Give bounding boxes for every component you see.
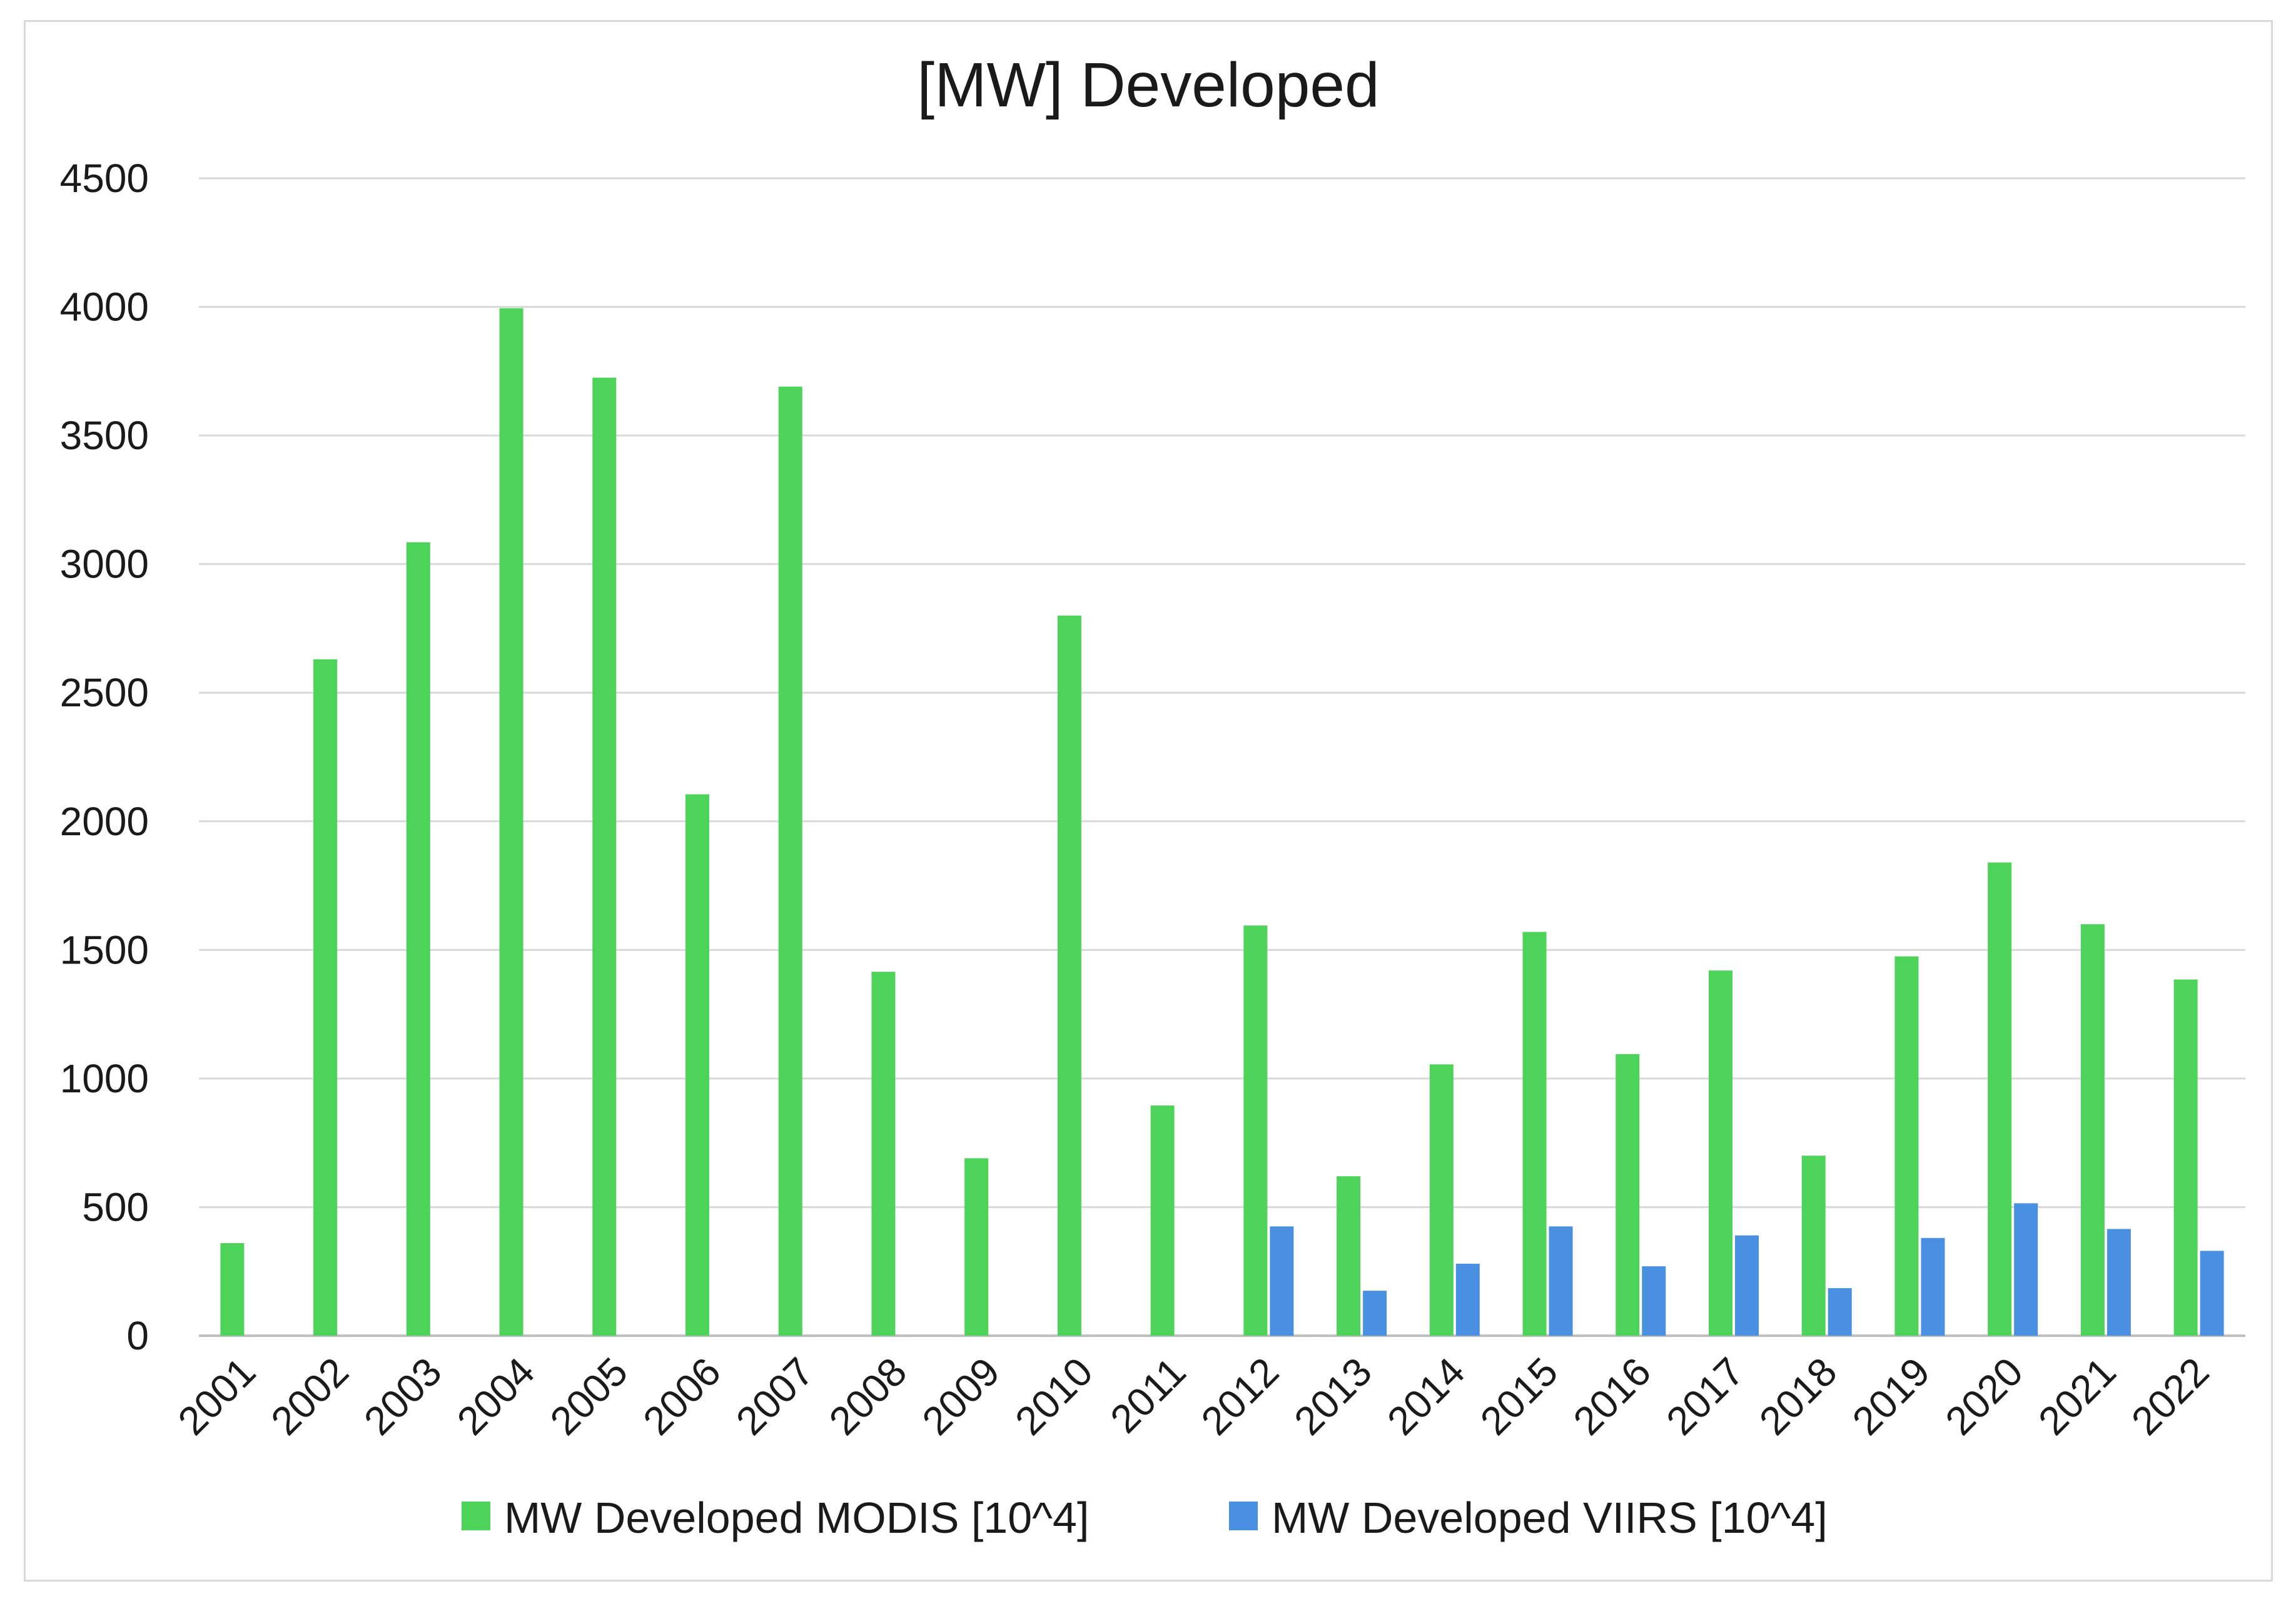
bars xyxy=(220,308,2224,1336)
y-tick-label: 1500 xyxy=(60,927,149,972)
x-tick-label: 2021 xyxy=(2030,1349,2125,1444)
chart-title: [MW] Developed xyxy=(917,50,1379,120)
bar-viirs-2022 xyxy=(2200,1251,2224,1336)
bar-viirs-2013 xyxy=(1363,1291,1387,1336)
bar-modis-2001 xyxy=(220,1243,245,1336)
bar-modis-2022 xyxy=(2173,979,2198,1336)
bar-modis-2015 xyxy=(1522,932,1547,1336)
x-tick-label: 2003 xyxy=(355,1349,450,1444)
x-tick-label: 2019 xyxy=(1844,1349,1939,1444)
x-tick-label: 2011 xyxy=(1101,1349,1194,1441)
x-tick-label: 2007 xyxy=(727,1349,822,1444)
y-tick-label: 2000 xyxy=(60,799,149,844)
bar-viirs-2017 xyxy=(1735,1235,1759,1336)
bar-modis-2003 xyxy=(406,542,430,1336)
bar-modis-2014 xyxy=(1429,1064,1454,1336)
bar-modis-2020 xyxy=(1988,862,2012,1336)
y-tick-label: 0 xyxy=(126,1313,149,1358)
bar-modis-2007 xyxy=(778,387,802,1336)
bar-modis-2004 xyxy=(499,308,523,1336)
bar-viirs-2019 xyxy=(1921,1238,1945,1336)
x-tick-label: 2005 xyxy=(542,1349,637,1444)
x-tick-label: 2018 xyxy=(1751,1349,1846,1444)
y-tick-label: 3000 xyxy=(60,542,149,587)
bar-modis-2019 xyxy=(1894,956,1919,1336)
bar-viirs-2021 xyxy=(2106,1229,2131,1336)
y-tick-label: 4500 xyxy=(60,156,149,201)
bar-modis-2005 xyxy=(592,377,617,1336)
x-tick-label: 2006 xyxy=(634,1349,729,1444)
bar-modis-2016 xyxy=(1616,1054,1640,1336)
bar-viirs-2018 xyxy=(1828,1288,1852,1336)
x-tick-label: 2009 xyxy=(913,1349,1008,1444)
x-tick-label: 2010 xyxy=(1006,1349,1101,1444)
bar-modis-2009 xyxy=(964,1158,989,1336)
y-tick-label: 500 xyxy=(82,1184,149,1229)
bar-modis-2017 xyxy=(1709,970,1732,1336)
x-tick-label: 2015 xyxy=(1472,1349,1567,1444)
bar-modis-2002 xyxy=(313,659,338,1336)
bar-modis-2008 xyxy=(871,972,896,1336)
x-tick-label: 2002 xyxy=(262,1349,357,1444)
bar-viirs-2020 xyxy=(2014,1203,2038,1336)
x-tick-label: 2012 xyxy=(1193,1349,1288,1444)
bar-modis-2012 xyxy=(1243,925,1268,1336)
bar-modis-2010 xyxy=(1057,615,1081,1336)
legend-label-viirs: MW Developed VIIRS [10^4] xyxy=(1272,1493,1828,1542)
bar-modis-2006 xyxy=(685,794,709,1336)
y-tick-label: 1000 xyxy=(60,1056,149,1101)
y-axis-ticks: 0 500 1000 1500 2000 2500 3000 3500 4000 4500 xyxy=(60,156,149,1358)
x-tick-label: 2020 xyxy=(1936,1349,2031,1444)
bar-modis-2013 xyxy=(1337,1176,1361,1336)
x-tick-label: 2008 xyxy=(821,1349,916,1444)
x-tick-label: 2016 xyxy=(1565,1349,1660,1444)
x-tick-label: 2022 xyxy=(2123,1349,2218,1444)
x-tick-label: 2001 xyxy=(169,1349,265,1444)
bar-modis-2021 xyxy=(2080,924,2105,1336)
legend-swatch-viirs xyxy=(1229,1502,1258,1530)
x-tick-label: 2004 xyxy=(448,1349,544,1444)
y-tick-label: 4000 xyxy=(60,285,149,330)
legend: MW Developed MODIS [10^4] MW Developed VI… xyxy=(462,1493,1828,1542)
bar-viirs-2014 xyxy=(1455,1263,1480,1336)
legend-swatch-modis xyxy=(462,1502,490,1530)
x-axis-ticks: 2001200220032004200520062007200820092010… xyxy=(169,1349,2218,1444)
bar-modis-2018 xyxy=(1801,1156,1826,1336)
y-tick-label: 2500 xyxy=(60,670,149,715)
y-tick-label: 3500 xyxy=(60,413,149,458)
legend-label-modis: MW Developed MODIS [10^4] xyxy=(504,1493,1089,1542)
bar-viirs-2016 xyxy=(1642,1266,1666,1336)
x-tick-label: 2014 xyxy=(1378,1349,1474,1444)
x-tick-label: 2017 xyxy=(1657,1349,1752,1444)
bar-modis-2011 xyxy=(1150,1105,1175,1336)
bar-viirs-2015 xyxy=(1549,1226,1573,1336)
bar-viirs-2012 xyxy=(1270,1226,1294,1336)
x-tick-label: 2013 xyxy=(1285,1349,1380,1444)
